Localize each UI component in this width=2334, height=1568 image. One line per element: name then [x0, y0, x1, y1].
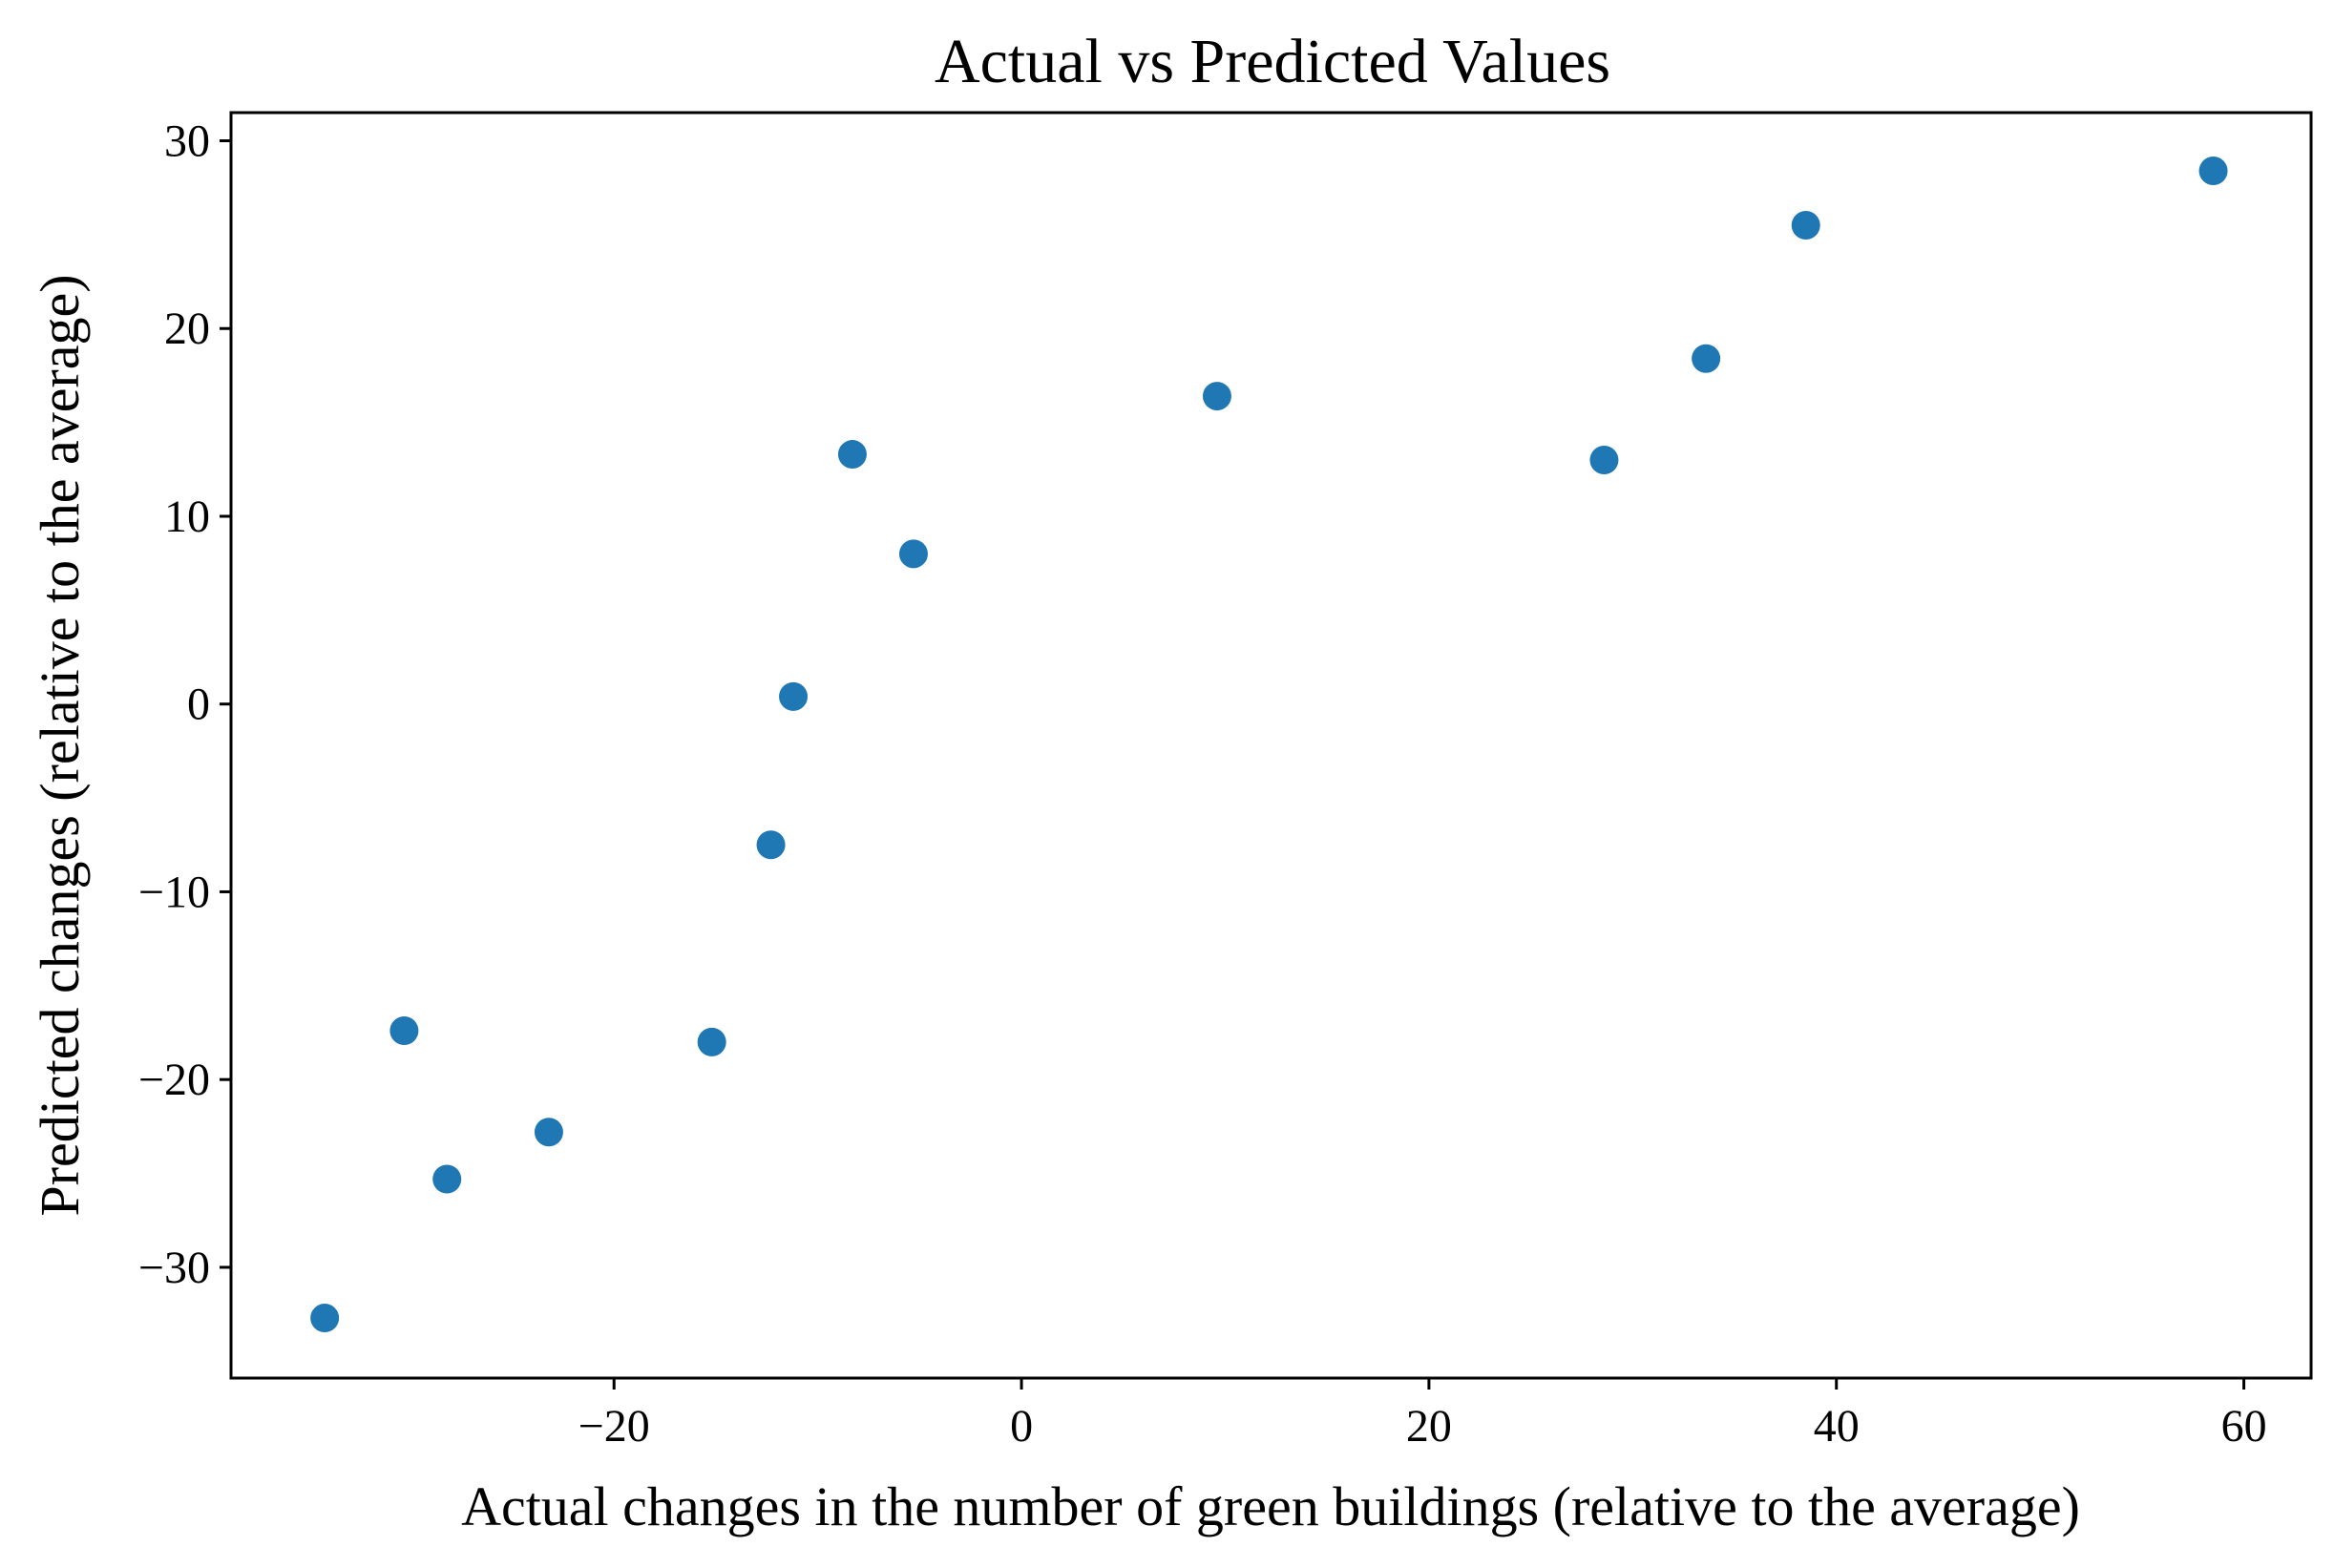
data-point: [837, 440, 867, 470]
data-point: [310, 1304, 340, 1333]
chart-title: Actual vs Predicted Values: [935, 27, 1610, 96]
y-tick-label: −30: [138, 1243, 210, 1293]
data-point: [432, 1164, 462, 1194]
y-tick-label: −10: [138, 867, 210, 917]
data-point: [389, 1016, 419, 1046]
data-point: [697, 1027, 726, 1056]
data-point: [1791, 211, 1820, 240]
data-point: [534, 1118, 563, 1147]
x-tick-label: 40: [1814, 1401, 1860, 1452]
plot-area: [229, 111, 2313, 1380]
y-tick-label: 0: [187, 679, 210, 730]
data-point: [1692, 344, 1721, 373]
y-tick-label: −20: [138, 1055, 210, 1105]
data-point: [2198, 156, 2228, 185]
x-tick-label: 0: [1010, 1401, 1033, 1452]
data-point: [756, 830, 786, 860]
data-point: [1202, 382, 1231, 411]
data-point: [1589, 445, 1619, 474]
x-axis-label: Actual changes in the number of green bu…: [461, 1475, 2080, 1537]
x-tick-label: −20: [578, 1401, 650, 1452]
x-tick-label: 20: [1406, 1401, 1452, 1452]
x-tick-label: 60: [2221, 1401, 2267, 1452]
data-point: [779, 681, 809, 711]
y-tick-label: 20: [164, 303, 210, 354]
y-tick-label: 10: [164, 491, 210, 542]
data-point: [898, 539, 928, 569]
y-axis: −30 −20 −10 0 10 20 30: [138, 116, 231, 1293]
data-points: [310, 156, 2228, 1333]
y-tick-label: 30: [164, 116, 210, 167]
x-axis: −20 0 20 40 60: [578, 1378, 2267, 1452]
y-axis-label: Predicted changes (relative to the avera…: [29, 274, 91, 1216]
